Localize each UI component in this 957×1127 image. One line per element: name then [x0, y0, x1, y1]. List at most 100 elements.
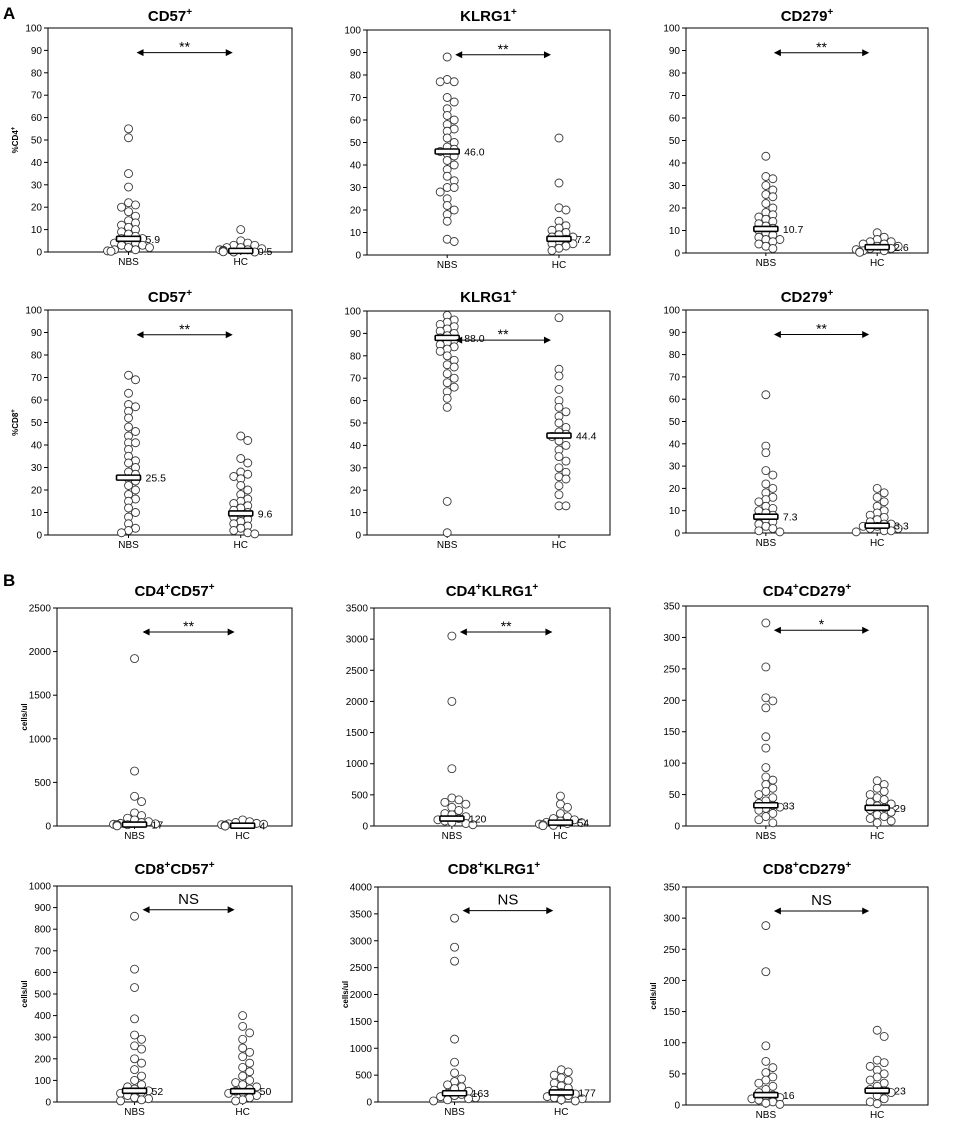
data-point-nbs — [449, 205, 459, 215]
median-label: 25.5 — [146, 473, 167, 485]
y-tick-label: 40 — [669, 439, 681, 450]
median-label: 33 — [783, 800, 795, 812]
data-point-hc — [886, 526, 896, 536]
chart-title: CD8+CD57+ — [134, 860, 214, 878]
plot-frame — [56, 607, 293, 827]
significance-label: ** — [498, 326, 509, 342]
panel-label-a: A — [3, 4, 15, 23]
data-point-nbs — [450, 1068, 460, 1078]
data-point-nbs — [130, 654, 140, 664]
y-tick-label: 20 — [31, 203, 43, 214]
significance-label: NS — [497, 892, 518, 909]
data-point-nbs — [131, 375, 140, 385]
y-tick-label: 1500 — [29, 691, 52, 702]
data-point-nbs — [131, 427, 140, 436]
plot-frame — [685, 27, 929, 254]
y-tick-label: 0 — [45, 1098, 51, 1109]
arrow-head-left — [459, 628, 467, 636]
data-point-hc — [250, 529, 260, 539]
data-point-nbs — [761, 618, 771, 628]
y-tick-label: 0 — [674, 249, 680, 260]
data-point-nbs — [442, 528, 452, 538]
plot-frame — [373, 607, 611, 827]
plot-frame — [366, 29, 611, 256]
median-label: 23 — [894, 1086, 906, 1098]
data-point-nbs — [442, 351, 452, 361]
y-tick-label: 700 — [34, 946, 51, 957]
data-point-nbs — [442, 216, 452, 226]
y-tick-label: 10 — [669, 226, 681, 237]
data-point-nbs — [768, 524, 778, 533]
median-bar — [546, 235, 572, 243]
chart-title: CD4+CD57+ — [134, 582, 214, 600]
plot-frame — [377, 886, 611, 1103]
y-tick-label: 100 — [25, 306, 42, 317]
data-point-nbs — [450, 942, 460, 952]
arrow-head-left — [455, 51, 463, 59]
y-tick-label: 50 — [350, 138, 362, 149]
data-point-hc — [561, 456, 571, 466]
data-point-hc — [245, 1075, 255, 1085]
data-point-hc — [855, 247, 865, 257]
y-axis-label: %CD8+ — [11, 409, 20, 436]
data-point-hc — [259, 819, 269, 829]
data-point-hc — [554, 402, 564, 412]
plot-frame — [685, 605, 929, 827]
y-tick-label: 70 — [350, 374, 362, 385]
median-bar — [439, 815, 465, 822]
data-point-nbs — [442, 402, 452, 412]
data-point-nbs — [449, 183, 459, 192]
median-label: 44.4 — [576, 431, 597, 443]
data-point-nbs — [447, 764, 457, 774]
data-point-nbs — [454, 795, 464, 805]
y-tick-label: 0 — [355, 251, 361, 262]
data-point-nbs — [151, 819, 161, 829]
y-tick-label: 2000 — [29, 647, 52, 658]
y-tick-label: 60 — [350, 116, 362, 127]
data-point-nbs — [761, 1098, 771, 1108]
chart-title: CD8+CD279+ — [763, 860, 852, 878]
data-point-nbs — [130, 766, 140, 776]
arrow-head-right — [225, 331, 233, 339]
data-point-hc — [554, 418, 564, 428]
y-tick-label: 4000 — [350, 883, 373, 894]
data-point-nbs — [443, 1095, 453, 1105]
median-bar — [115, 474, 142, 481]
y-tick-label: 200 — [663, 976, 680, 987]
data-point-hc — [554, 133, 564, 143]
data-point-nbs — [124, 207, 133, 217]
data-point-hc — [243, 485, 253, 495]
y-tick-label: 2500 — [350, 963, 373, 974]
data-point-hc — [879, 786, 889, 796]
data-point-hc — [879, 497, 889, 507]
data-point-hc — [872, 483, 882, 493]
data-point-nbs — [775, 1099, 785, 1109]
y-tick-label: 70 — [31, 373, 43, 384]
y-tick-label: 600 — [34, 968, 51, 979]
data-point-nbs — [124, 133, 133, 143]
chart-1: CD57+ %CD4+ 0 10 20 30 40 50 60 70 80 90 100 NBS HC 5.9… — [11, 7, 293, 268]
y-axis-label: cells/ul — [649, 982, 658, 1009]
data-point-nbs — [131, 402, 140, 412]
arrow-head-left — [773, 907, 781, 915]
data-point-hc — [238, 1080, 248, 1090]
median-label: 7.3 — [783, 512, 798, 524]
y-tick-label: 50 — [31, 136, 43, 147]
median-label: 5.9 — [146, 234, 161, 246]
data-point-nbs — [768, 244, 778, 253]
data-point-nbs — [761, 967, 771, 977]
data-point-nbs — [124, 388, 133, 398]
median-label: 0.5 — [258, 246, 273, 258]
y-tick-label: 50 — [669, 136, 681, 147]
median-label: 2.6 — [894, 242, 909, 254]
x-tick-label-nbs: NBS — [756, 538, 777, 549]
data-point-nbs — [130, 983, 140, 992]
data-point-hc — [570, 1096, 580, 1106]
y-tick-label: 50 — [350, 419, 362, 430]
chart-title: CD8+KLRG1+ — [448, 860, 541, 878]
chart-2: KLRG1+ 0 10 20 30 40 50 60 70 80 90 100 NBS HC 46.0 7.2… — [344, 7, 611, 271]
data-point-nbs — [449, 373, 459, 383]
y-tick-label: 60 — [669, 114, 681, 125]
data-point-nbs — [449, 115, 459, 125]
